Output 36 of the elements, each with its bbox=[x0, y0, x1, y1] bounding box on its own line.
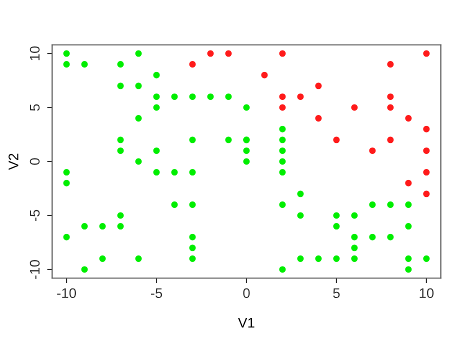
point bbox=[315, 82, 322, 90]
point bbox=[423, 126, 430, 132]
x-tick-label: 0 bbox=[243, 288, 250, 298]
point bbox=[261, 72, 268, 78]
point bbox=[279, 104, 286, 111]
point bbox=[423, 169, 430, 176]
point bbox=[207, 50, 214, 57]
y-tick-label: 10 bbox=[30, 46, 40, 60]
point bbox=[189, 61, 196, 68]
point bbox=[279, 50, 286, 57]
point bbox=[423, 190, 430, 198]
point bbox=[423, 147, 430, 154]
y-tick-label: -5 bbox=[30, 210, 40, 222]
point bbox=[405, 180, 412, 186]
point bbox=[387, 93, 394, 100]
x-axis-title: V1 bbox=[238, 318, 254, 328]
y-tick-label: 5 bbox=[30, 104, 40, 111]
point bbox=[279, 93, 286, 100]
point bbox=[369, 147, 376, 154]
point bbox=[423, 50, 430, 57]
y-tick-label: 0 bbox=[30, 158, 40, 165]
y-tick-label: -10 bbox=[30, 260, 40, 279]
x-tick-label: 5 bbox=[333, 288, 340, 298]
x-tick-label: 10 bbox=[420, 288, 434, 298]
point bbox=[387, 136, 394, 144]
point bbox=[387, 61, 394, 68]
point bbox=[333, 136, 340, 144]
point bbox=[405, 115, 412, 122]
x-tick-label: -10 bbox=[57, 288, 76, 298]
point bbox=[351, 104, 358, 111]
point bbox=[315, 115, 322, 122]
x-tick-label: -5 bbox=[150, 288, 162, 298]
point bbox=[297, 93, 304, 100]
y-axis-title: V2 bbox=[8, 154, 18, 170]
point bbox=[225, 50, 232, 57]
point bbox=[387, 104, 394, 111]
